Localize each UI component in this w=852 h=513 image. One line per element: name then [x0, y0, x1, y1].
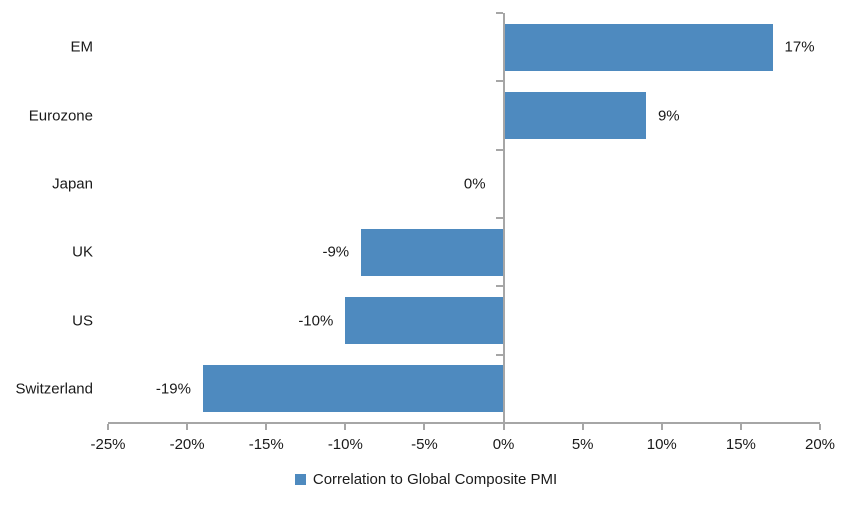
x-axis-tick [423, 424, 426, 430]
x-axis-tick [581, 424, 584, 430]
x-axis-line [108, 422, 820, 424]
category-label: Eurozone [28, 107, 93, 124]
x-axis-tick [739, 424, 742, 430]
x-axis-tick-label: -5% [411, 436, 438, 453]
x-axis-tick [107, 424, 109, 430]
category-axis-tick [495, 217, 503, 219]
category-axis-tick [495, 80, 503, 83]
category-label: EM [70, 38, 94, 56]
category-label: Japan [52, 175, 93, 193]
bar [345, 297, 504, 344]
category-axis-tick [495, 148, 503, 151]
category-axis-tick [495, 12, 503, 14]
category-label: US [72, 312, 93, 329]
category-label: UK [72, 243, 93, 261]
x-axis-tick-label: -10% [327, 436, 363, 453]
bar [361, 228, 504, 276]
category-axis-tick [495, 285, 503, 288]
x-axis-tick [186, 424, 189, 430]
x-axis-tick-label: -15% [248, 436, 284, 453]
bar [503, 92, 646, 139]
x-axis-tick-label: 0% [492, 436, 515, 453]
y-axis-line [502, 13, 505, 430]
x-axis-tick-label: 20% [804, 436, 836, 453]
legend-series-marker-icon [294, 473, 306, 485]
x-axis-tick [819, 424, 821, 430]
value-label: -10% [298, 312, 334, 329]
legend-label: Correlation to Global Composite PMI [312, 470, 558, 488]
value-label: -9% [322, 243, 350, 261]
x-axis-tick [265, 424, 268, 430]
x-axis-tick-label: 10% [646, 436, 677, 453]
x-axis-tick-label: -25% [90, 436, 126, 453]
value-label: -19% [155, 380, 191, 398]
value-label: 9% [657, 107, 680, 124]
x-axis-tick [344, 424, 347, 430]
x-axis-tick [502, 424, 505, 430]
value-label: 17% [784, 38, 815, 56]
value-label: 0% [463, 175, 486, 193]
x-axis-tick [660, 424, 663, 430]
bar [503, 23, 773, 71]
bar [202, 365, 504, 413]
category-axis-tick [495, 353, 503, 356]
legend: Correlation to Global Composite PMI [0, 469, 852, 489]
category-label: Switzerland [15, 380, 93, 398]
x-axis-tick-label: -20% [169, 436, 205, 453]
x-axis-tick-label: 15% [725, 436, 756, 453]
x-axis-tick-label: 5% [571, 436, 594, 453]
